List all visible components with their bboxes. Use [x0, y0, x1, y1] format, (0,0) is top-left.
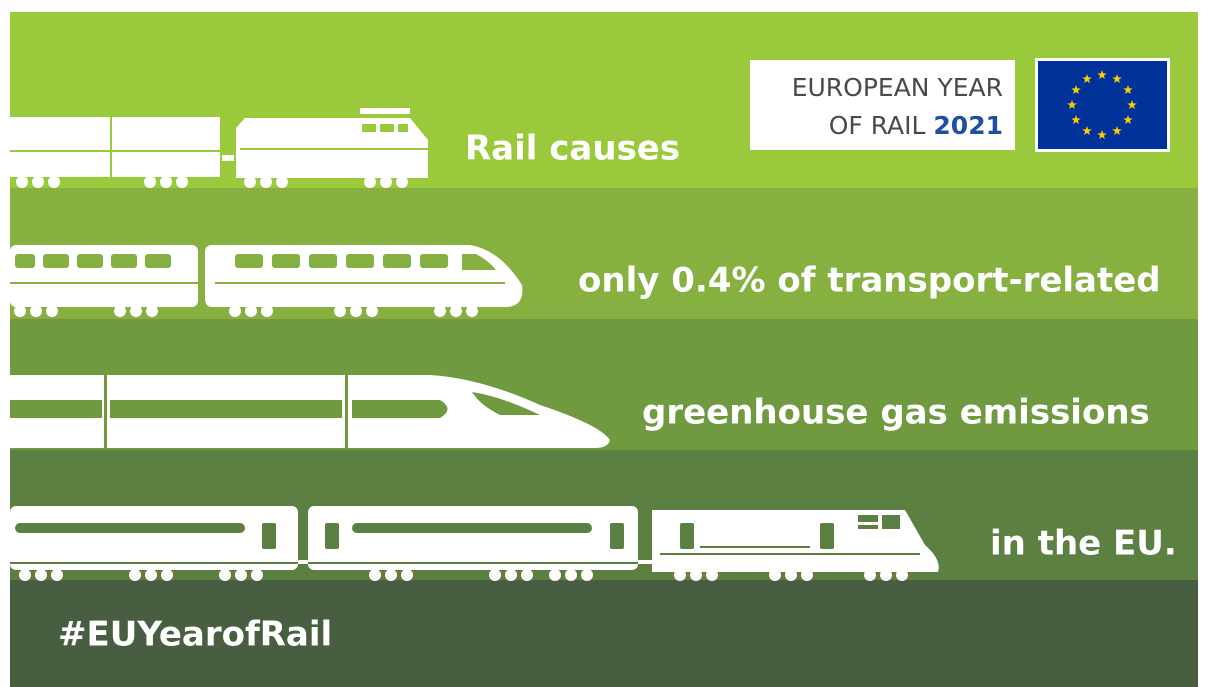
page: Rail causes only 0.4% of transport-relat…	[0, 0, 1208, 687]
wheel	[160, 176, 172, 188]
text-line: in the EU.	[990, 524, 1177, 564]
wheel	[450, 305, 462, 317]
wheel	[334, 305, 346, 317]
wheel	[161, 569, 173, 581]
wheel	[690, 569, 702, 581]
wheel	[46, 305, 58, 317]
wheel	[129, 569, 141, 581]
wheel	[769, 569, 781, 581]
wheel	[896, 569, 908, 581]
wheel	[244, 176, 256, 188]
wheel	[466, 305, 478, 317]
wheel	[385, 569, 397, 581]
wheel	[35, 569, 47, 581]
wheel	[229, 305, 241, 317]
logo-year: 2021	[933, 111, 1003, 140]
wheel	[48, 176, 60, 188]
logo-text: OF RAIL	[829, 111, 926, 140]
wheel	[396, 176, 408, 188]
wheel	[235, 569, 247, 581]
freight-train	[10, 108, 428, 178]
wheel	[276, 176, 288, 188]
wheel	[801, 569, 813, 581]
wheel	[565, 569, 577, 581]
infographic: Rail causes only 0.4% of transport-relat…	[0, 0, 1208, 687]
logo-line: EUROPEAN YEAR	[792, 73, 1003, 102]
wheel	[130, 305, 142, 317]
wheel	[146, 305, 158, 317]
wheel	[245, 305, 257, 317]
wheel	[144, 176, 156, 188]
wheel	[521, 569, 533, 581]
wheel	[260, 176, 272, 188]
wheel	[14, 305, 26, 317]
wheel	[30, 305, 42, 317]
wheel	[489, 569, 501, 581]
wheel	[19, 569, 31, 581]
wheel	[350, 305, 362, 317]
wheel	[380, 176, 392, 188]
wheel	[369, 569, 381, 581]
wheel	[219, 569, 231, 581]
wheel	[251, 569, 263, 581]
wheel	[880, 569, 892, 581]
wheel	[176, 176, 188, 188]
wheel	[16, 176, 28, 188]
text-line: greenhouse gas emissions	[642, 393, 1150, 433]
wheel	[434, 305, 446, 317]
text-line: only 0.4% of transport-related	[578, 261, 1161, 301]
wheel	[366, 305, 378, 317]
wheel	[706, 569, 718, 581]
wheel	[401, 569, 413, 581]
wheel	[674, 569, 686, 581]
wheel	[261, 305, 273, 317]
wheel	[549, 569, 561, 581]
wheel	[364, 176, 376, 188]
wheel	[32, 176, 44, 188]
wheel	[51, 569, 63, 581]
wheel	[581, 569, 593, 581]
wheel	[864, 569, 876, 581]
text-line: Rail causes	[465, 129, 680, 169]
hashtag: #EUYearofRail	[58, 615, 332, 655]
wheel	[114, 305, 126, 317]
logo-line: OF RAIL 2021	[829, 111, 1003, 140]
wheel	[785, 569, 797, 581]
wheel	[145, 569, 157, 581]
wheel	[505, 569, 517, 581]
